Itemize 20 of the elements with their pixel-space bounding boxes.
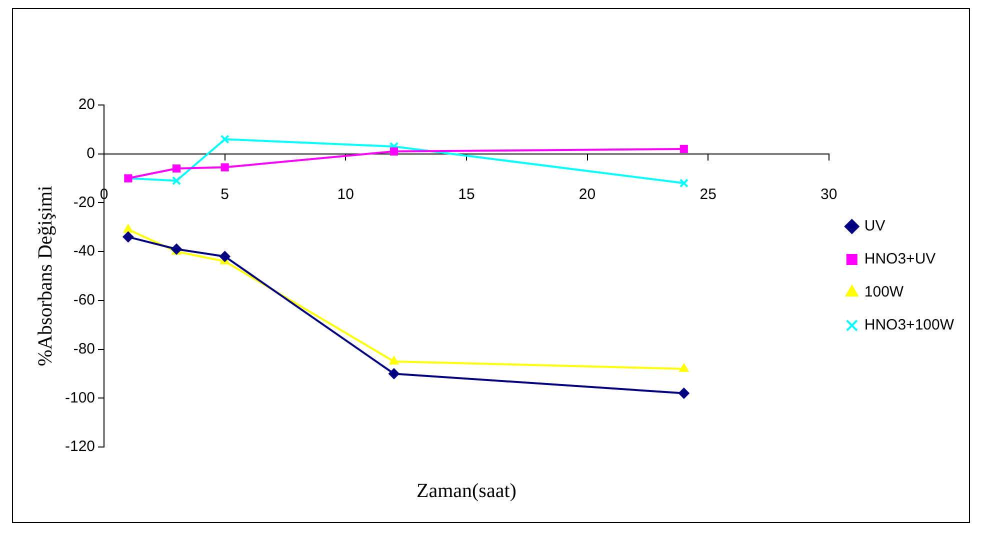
- legend-label: HNO3+UV: [864, 250, 936, 268]
- y-tick-label: -80: [73, 340, 96, 358]
- x-tick-label: 30: [820, 186, 838, 203]
- y-tick-label: -60: [73, 292, 96, 309]
- x-tick-label: 10: [337, 186, 354, 203]
- x-tick-label: 15: [458, 186, 475, 203]
- x-tick-label: 20: [578, 186, 596, 203]
- y-tick-label: 20: [78, 96, 96, 114]
- x-tick-label: 5: [220, 186, 230, 203]
- y-tick-label: -120: [64, 438, 96, 456]
- x-tick-label: 25: [700, 186, 716, 203]
- x-axis-title: Zaman(saat): [416, 480, 516, 502]
- y-tick-label: 0: [86, 145, 96, 162]
- legend-label: UV: [864, 218, 886, 235]
- y-tick-label: -20: [73, 194, 96, 211]
- y-tick-label: -100: [64, 389, 96, 406]
- y-axis-title: %Absorbans Değişimi: [34, 185, 56, 366]
- legend-label: HNO3+100W: [864, 316, 955, 334]
- legend-label: 100W: [864, 284, 904, 301]
- y-tick-label: -40: [73, 242, 96, 260]
